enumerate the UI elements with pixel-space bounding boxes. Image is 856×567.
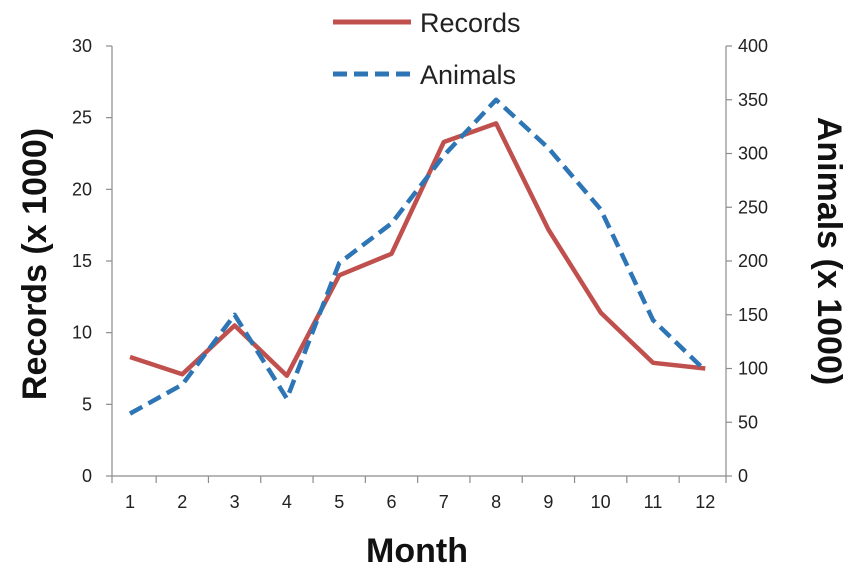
y-tick-label-left: 30 bbox=[72, 36, 92, 56]
x-tick-label: 5 bbox=[334, 492, 344, 512]
x-tick-label: 3 bbox=[230, 492, 240, 512]
legend: Records Animals bbox=[333, 8, 521, 90]
y-tick-label-left: 15 bbox=[72, 251, 92, 271]
legend-label-records: Records bbox=[420, 8, 521, 38]
x-tick-label: 11 bbox=[644, 492, 663, 512]
x-tick-label: 6 bbox=[386, 492, 396, 512]
y-tick-label-right: 200 bbox=[738, 251, 768, 271]
y-tick-label-right: 350 bbox=[738, 90, 768, 110]
x-tick-label: 10 bbox=[591, 492, 611, 512]
x-tick-label: 4 bbox=[282, 492, 292, 512]
y-tick-label-left: 25 bbox=[72, 108, 92, 128]
y-tick-label-left: 5 bbox=[82, 394, 92, 414]
y-tick-label-right: 300 bbox=[738, 144, 768, 164]
y-tick-label-right: 250 bbox=[738, 197, 768, 217]
x-tick-label: 2 bbox=[177, 492, 187, 512]
x-tick-label: 7 bbox=[439, 492, 449, 512]
x-tick-label: 1 bbox=[125, 492, 135, 512]
y-tick-label-right: 150 bbox=[738, 305, 768, 325]
y-tick-label-right: 400 bbox=[738, 36, 768, 56]
x-tick-label: 12 bbox=[695, 492, 715, 512]
y-axis-title-right: Animals (x 1000) bbox=[810, 117, 848, 385]
y-tick-label-left: 10 bbox=[72, 323, 92, 343]
x-axis-title: Month bbox=[366, 532, 468, 567]
series-line-records bbox=[129, 121, 706, 378]
series-line-animals bbox=[128, 97, 707, 416]
legend-label-animals: Animals bbox=[420, 60, 516, 90]
y-tick-label-right: 100 bbox=[738, 359, 768, 379]
y-tick-label-right: 0 bbox=[738, 466, 748, 486]
series-layer bbox=[128, 97, 707, 416]
x-tick-label: 9 bbox=[543, 492, 553, 512]
y-axis-title-left: Records (x 1000) bbox=[16, 128, 54, 400]
y-tick-label-left: 20 bbox=[72, 179, 92, 199]
y-tick-label-left: 0 bbox=[82, 466, 92, 486]
x-tick-label: 8 bbox=[491, 492, 501, 512]
y-tick-label-right: 50 bbox=[738, 412, 758, 432]
